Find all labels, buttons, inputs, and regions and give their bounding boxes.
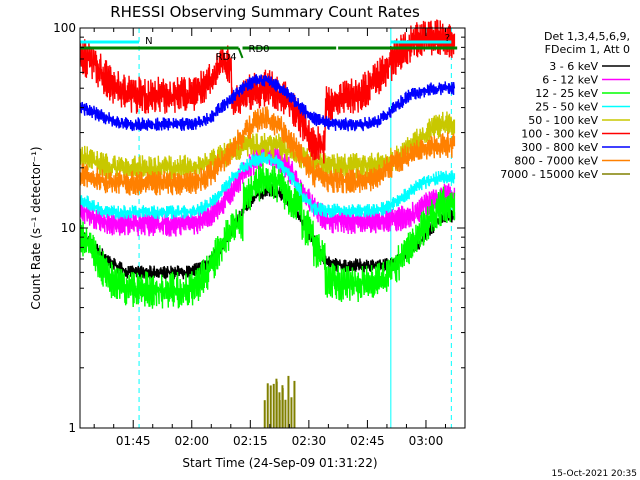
legend-label-3-6-kev: 3 - 6 keV <box>549 60 598 73</box>
data-layer: N RD0 RD4? <box>79 19 458 428</box>
footer-date: 15-Oct-2021 20:35 <box>552 469 637 479</box>
legend-header-line: Det 1,3,4,5,6,9, <box>544 30 630 43</box>
legend-label-12-25-kev: 12 - 25 keV <box>535 87 598 100</box>
legend-label-50-100-kev: 50 - 100 keV <box>528 114 598 127</box>
rd4-marker-label: RD4 <box>216 52 237 63</box>
series-line-25-50-kev <box>79 151 456 220</box>
series-25-50-kev <box>79 151 456 220</box>
y-tick-label: 100 <box>53 21 76 35</box>
chart-title: RHESSI Observing Summary Count Rates <box>110 3 420 21</box>
legend-label-7000-15000-kev: 7000 - 15000 keV <box>500 168 598 181</box>
series-line-100-300-kev <box>79 19 456 164</box>
legend-label-800-7000-kev: 800 - 7000 keV <box>514 155 598 168</box>
series-100-300-kev <box>79 19 456 164</box>
legend-label-6-12-kev: 6 - 12 keV <box>542 74 598 87</box>
y-tick-label: 1 <box>68 421 76 435</box>
series-7000-15000-kev <box>263 375 296 428</box>
x-tick-label: 01:45 <box>116 434 151 448</box>
y-tick-label: 10 <box>61 221 76 235</box>
x-axis-label: Start Time (24-Sep-09 01:31:22) <box>182 456 377 470</box>
series-line-12-25-kev <box>79 162 456 309</box>
y-axis-label: Count Rate (s⁻¹ detector⁻¹) <box>29 146 43 309</box>
x-tick-label: 02:00 <box>174 434 209 448</box>
series-300-800-kev <box>79 74 456 132</box>
x-tick-label: 02:45 <box>350 434 385 448</box>
series-800-7000-kev <box>79 106 456 196</box>
axis-layer: 1 10 100 01:45 02:00 02:15 02:30 02:45 03:00 <box>53 21 466 448</box>
x-tick-label: 03:00 <box>409 434 444 448</box>
legend-header-line: FDecim 1, Att 0 <box>545 43 630 56</box>
series-line-800-7000-kev <box>79 106 456 196</box>
rd0-marker-label: RD0 <box>249 44 270 55</box>
x-tick-label: 02:30 <box>292 434 327 448</box>
flag-marker-label: ? <box>445 33 450 44</box>
night-marker-label: N <box>145 36 152 47</box>
series-12-25-kev <box>79 162 456 309</box>
rd4-drop <box>237 47 244 59</box>
legend-label-300-800-kev: 300 - 800 keV <box>521 141 598 154</box>
series-line-300-800-kev <box>79 74 456 132</box>
legend-label-25-50-kev: 25 - 50 keV <box>535 101 598 114</box>
legend-label-100-300-kev: 100 - 300 keV <box>521 128 598 141</box>
legend: Det 1,3,4,5,6,9,FDecim 1, Att 0 3 - 6 keV… <box>500 30 630 181</box>
x-tick-label: 02:15 <box>233 434 268 448</box>
